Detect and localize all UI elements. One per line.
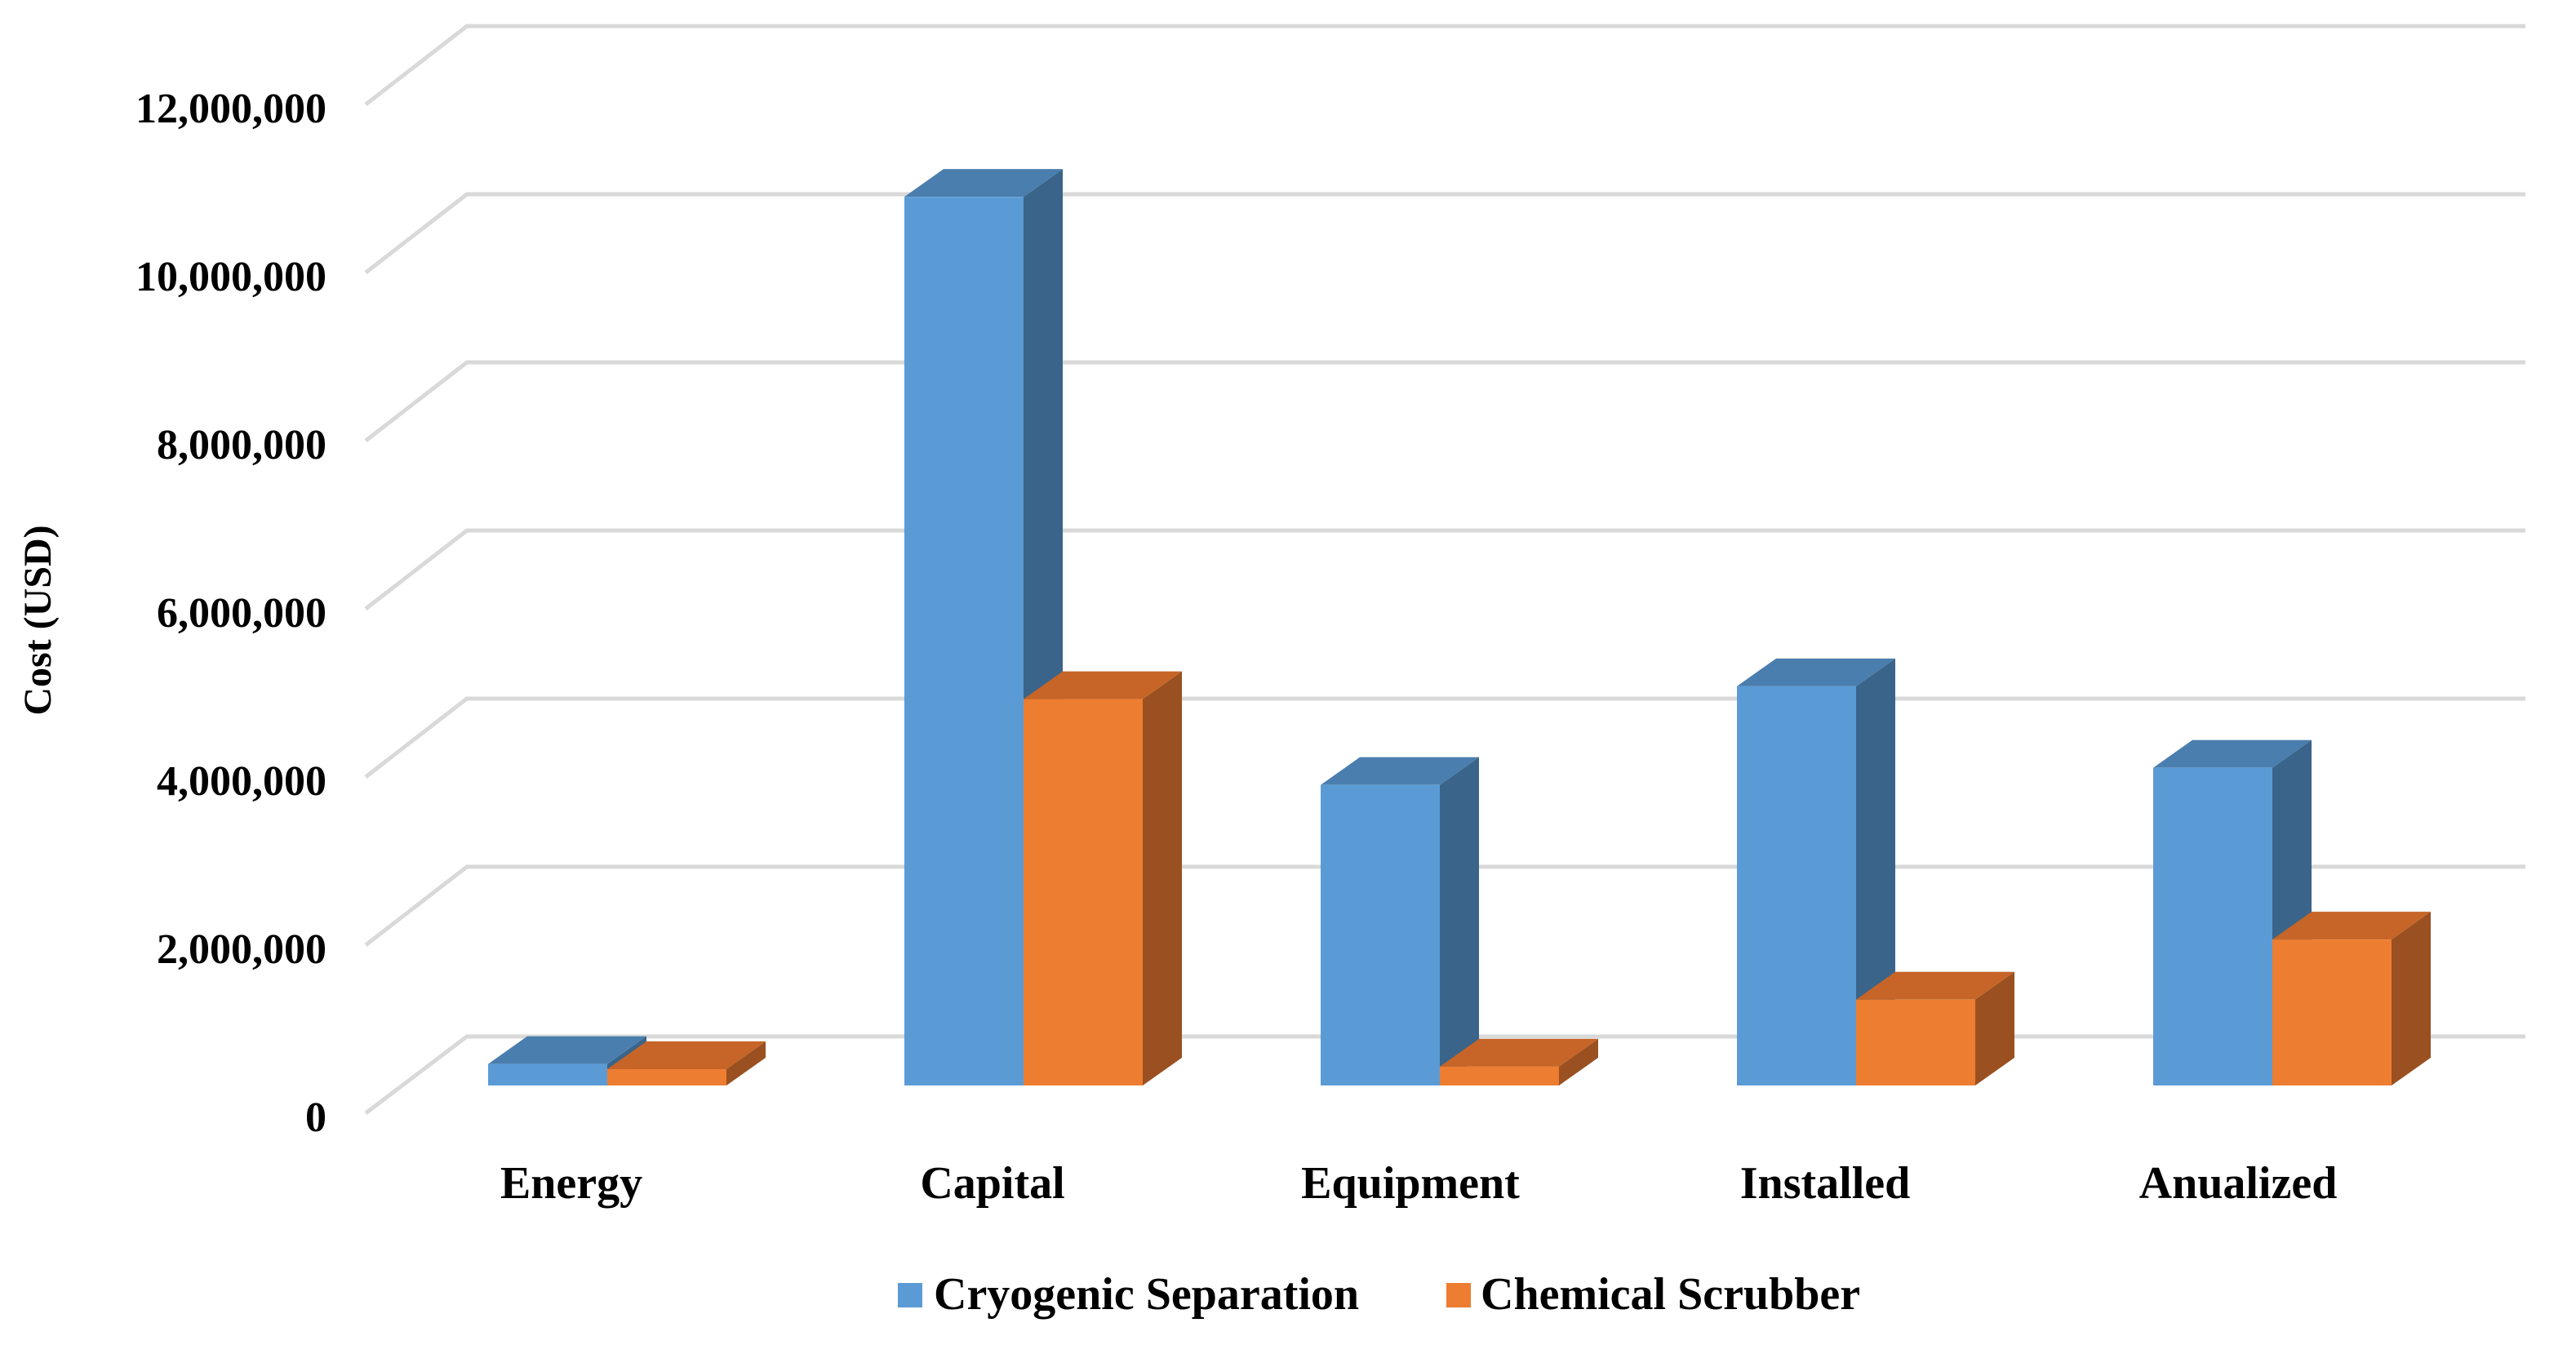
bar-side [1143, 671, 1182, 1085]
bar-side [1559, 1038, 1598, 1085]
legend-swatch [1446, 1283, 1471, 1307]
y-axis-label: Cost (USD) [16, 525, 60, 715]
bar-cryogenic [1321, 757, 1479, 1085]
bar-cryogenic [2153, 739, 2312, 1085]
x-category-label: Anualized [2139, 1158, 2338, 1209]
bars [488, 169, 2431, 1086]
x-category-label: Installed [1740, 1158, 1911, 1209]
legend-label: Cryogenic Separation [934, 1269, 1359, 1320]
bar-top [1856, 971, 2014, 1000]
bar-top [607, 1041, 766, 1070]
bar-front [1856, 999, 1975, 1085]
bar-top [488, 1036, 646, 1064]
legend-swatch [898, 1283, 922, 1307]
y-tick-label: 2,000,000 [157, 926, 326, 973]
bar-top [1737, 658, 1895, 686]
bar-side [1440, 757, 1479, 1085]
bar-cryogenic [488, 1036, 646, 1085]
y-axis-ticks: 0 2,000,000 4,000,000 6,000,000 8,000,000 10,… [135, 86, 326, 1141]
bar-scrubber [2272, 912, 2431, 1085]
bar-side [2392, 912, 2431, 1085]
x-category-label: Energy [500, 1158, 642, 1209]
y-tick-label: 4,000,000 [157, 758, 326, 805]
legend-item: Cryogenic Separation [898, 1269, 1359, 1320]
x-axis-categories: Energy Capital Equipment Installed Anualized [500, 1158, 2337, 1209]
gridline [364, 360, 2525, 442]
gridlines [364, 24, 2525, 1115]
y-tick-label: 8,000,000 [157, 422, 326, 468]
bar-top [2153, 739, 2312, 768]
bar-front [2272, 939, 2392, 1085]
bar-top [2272, 912, 2431, 940]
bar-side [1856, 658, 1895, 1085]
bar-scrubber [1440, 1038, 1598, 1085]
y-tick-label: 12,000,000 [135, 86, 326, 132]
bar-front [488, 1063, 607, 1085]
bar-front [1737, 686, 1856, 1085]
bar-front [607, 1069, 726, 1085]
bar-front [1024, 699, 1143, 1085]
bar-front [2153, 767, 2272, 1085]
bar-front [1321, 784, 1440, 1085]
bar-scrubber [607, 1041, 766, 1085]
bar-scrubber [1024, 671, 1182, 1085]
bar-front [904, 197, 1024, 1086]
x-category-label: Equipment [1301, 1158, 1520, 1209]
bar-side [1975, 971, 2014, 1085]
legend: Cryogenic Separation Chemical Scrubber [898, 1269, 1860, 1320]
bar-top [1321, 757, 1479, 785]
y-tick-label: 10,000,000 [135, 254, 326, 300]
x-category-label: Capital [920, 1158, 1064, 1209]
bar-front [1440, 1066, 1559, 1085]
bar-side [726, 1041, 766, 1085]
gridline [364, 192, 2525, 274]
bar-top [904, 169, 1063, 198]
legend-label: Chemical Scrubber [1481, 1269, 1860, 1320]
gridline [364, 24, 2525, 106]
y-tick-label: 0 [305, 1094, 326, 1141]
y-tick-label: 6,000,000 [157, 590, 326, 637]
gridline [364, 528, 2525, 610]
bar-top [1440, 1038, 1598, 1067]
bar-scrubber [1856, 971, 2014, 1085]
bar-top [1024, 671, 1182, 699]
legend-item: Chemical Scrubber [1446, 1269, 1860, 1320]
bar-cryogenic [1737, 658, 1895, 1085]
